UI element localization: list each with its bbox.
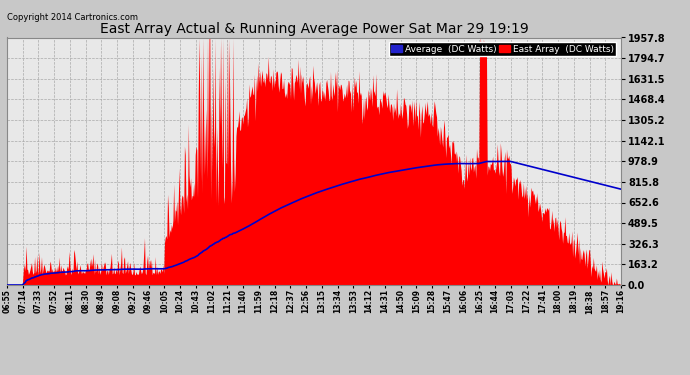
Legend: Average  (DC Watts), East Array  (DC Watts): Average (DC Watts), East Array (DC Watts… <box>388 42 616 56</box>
Text: Copyright 2014 Cartronics.com: Copyright 2014 Cartronics.com <box>7 13 138 22</box>
Title: East Array Actual & Running Average Power Sat Mar 29 19:19: East Array Actual & Running Average Powe… <box>99 22 529 36</box>
